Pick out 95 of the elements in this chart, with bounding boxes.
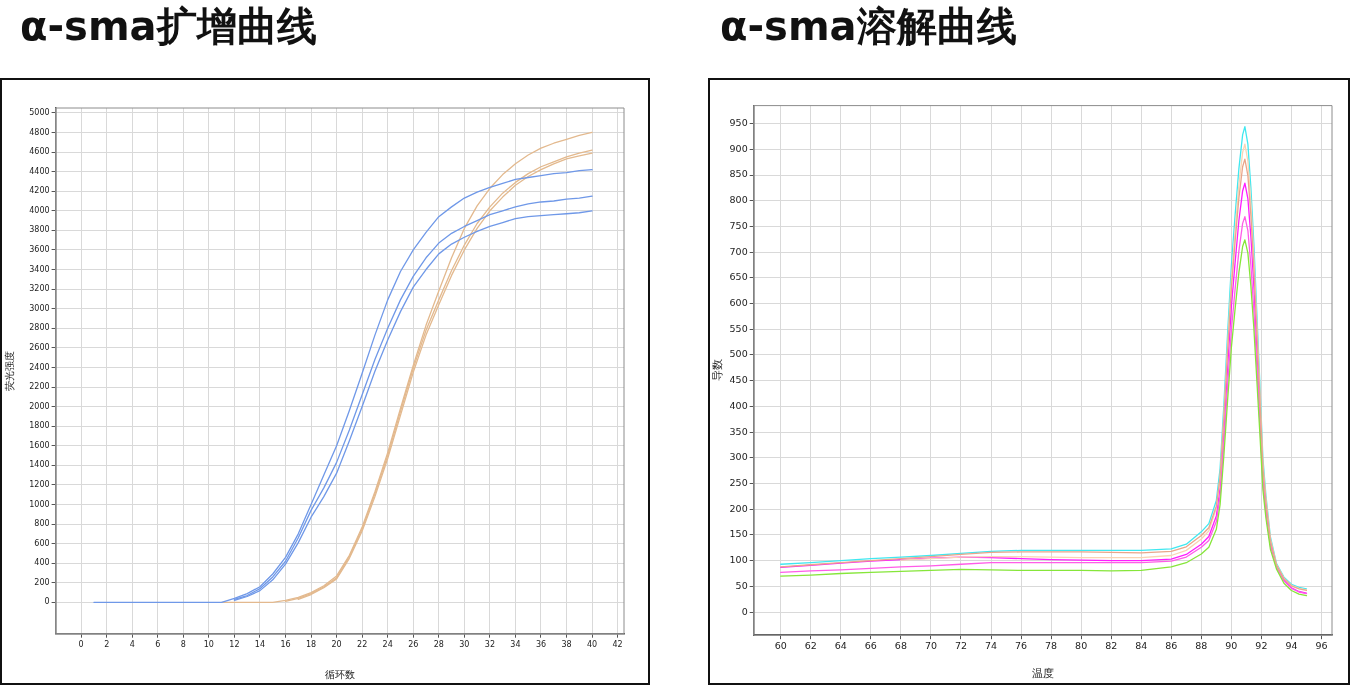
y-tick-label: 200 (34, 577, 50, 587)
chart-title: α-sma扩增曲线 (20, 2, 317, 50)
x-tick-label: 82 (1105, 640, 1118, 652)
x-tick-label: 12 (229, 639, 240, 649)
x-tick-label: 14 (254, 639, 266, 649)
x-tick-label: 62 (804, 640, 817, 652)
x-tick-label: 38 (561, 639, 572, 649)
x-tick-label: 86 (1165, 640, 1178, 652)
y-tick-label: 3200 (29, 284, 50, 294)
panel-frame: 循环数 荧光强度 0 2 4 6 8 10 12 14 16 18 20 22 24 26 28 30 32 34 36 38 40 42 0 200 400 600 800 1000 1200 1400 1600 1800 2000 2200 2400 2600 2800 3000 3200 3400 3600 3800 4000 4200 4400 4600 4800 5000 (0, 78, 650, 685)
y-tick-label: 400 (729, 399, 748, 411)
x-tick-label: 16 (280, 639, 291, 649)
y-tick-label: 3800 (29, 225, 50, 235)
y-tick-label: 2800 (29, 323, 50, 333)
y-tick-label: 450 (729, 374, 748, 386)
x-tick-label: 88 (1195, 640, 1208, 652)
x-tick-label: 68 (894, 640, 907, 652)
y-axis-title: 荧光强度 (3, 350, 15, 391)
y-tick-label: 2600 (29, 342, 50, 352)
x-tick-label: 76 (1015, 640, 1028, 652)
y-tick-label: 400 (34, 558, 50, 568)
x-tick-label: 66 (864, 640, 877, 652)
x-tick-label: 64 (834, 640, 847, 652)
chart-title: α-sma溶解曲线 (720, 2, 1017, 50)
y-tick-label: 150 (729, 528, 748, 540)
x-tick-label: 8 (180, 639, 186, 649)
x-tick-label: 28 (433, 639, 444, 649)
x-tick-label: 74 (984, 640, 998, 652)
y-tick-label: 2000 (29, 401, 50, 411)
y-tick-label: 4400 (29, 166, 50, 176)
x-axis-title: 温度 (1031, 667, 1054, 680)
y-tick-label: 700 (729, 245, 748, 257)
x-tick-label: 92 (1255, 640, 1268, 652)
y-tick-label: 250 (729, 476, 748, 488)
x-tick-label: 90 (1225, 640, 1238, 652)
y-tick-label: 1600 (29, 440, 50, 450)
x-tick-label: 0 (78, 639, 84, 649)
x-tick-label: 4 (129, 639, 135, 649)
x-tick-label: 36 (535, 639, 547, 649)
x-tick-label: 30 (459, 639, 470, 649)
y-tick-label: 200 (729, 502, 748, 514)
y-tick-label: 1400 (29, 460, 50, 470)
x-tick-label: 72 (954, 640, 968, 652)
x-tick-label: 2 (104, 639, 110, 649)
y-tick-label: 0 (741, 605, 748, 617)
y-tick-label: 4200 (29, 186, 50, 196)
x-axis-title: 循环数 (324, 668, 355, 680)
x-tick-label: 10 (203, 639, 214, 649)
y-tick-label: 5000 (29, 107, 50, 117)
y-tick-label: 600 (729, 297, 748, 309)
y-tick-label: 50 (735, 579, 748, 591)
x-tick-label: 84 (1135, 640, 1148, 652)
y-tick-label: 800 (34, 519, 50, 529)
x-tick-label: 70 (924, 640, 937, 652)
y-tick-label: 2400 (29, 362, 50, 372)
y-tick-label: 2200 (29, 382, 50, 392)
x-tick-label: 18 (305, 639, 317, 649)
y-tick-label: 1800 (29, 421, 50, 431)
y-tick-label: 1000 (29, 499, 50, 509)
y-tick-label: 850 (729, 168, 748, 180)
y-tick-label: 800 (729, 194, 748, 206)
x-tick-label: 20 (331, 639, 342, 649)
x-tick-label: 42 (612, 639, 623, 649)
y-tick-label: 600 (34, 538, 50, 548)
x-tick-label: 32 (484, 639, 495, 649)
y-tick-label: 1200 (29, 479, 50, 489)
x-tick-label: 22 (357, 639, 368, 649)
y-tick-label: 300 (729, 451, 748, 463)
y-tick-label: 0 (44, 597, 50, 607)
x-tick-label: 26 (408, 639, 419, 649)
x-tick-label: 60 (774, 640, 787, 652)
y-tick-label: 4600 (29, 147, 50, 157)
y-tick-label: 950 (729, 117, 748, 129)
y-tick-label: 350 (729, 425, 748, 437)
x-tick-label: 34 (510, 639, 521, 649)
y-axis-title: 导数 (711, 359, 724, 382)
y-tick-label: 3000 (29, 303, 50, 313)
x-tick-label: 40 (586, 639, 598, 649)
y-tick-label: 750 (729, 219, 748, 231)
x-tick-label: 96 (1315, 640, 1328, 652)
x-tick-label: 94 (1285, 640, 1298, 652)
y-tick-label: 650 (729, 271, 748, 283)
y-tick-label: 4800 (29, 127, 50, 137)
y-tick-label: 4000 (29, 205, 50, 215)
y-tick-label: 3400 (29, 264, 50, 274)
x-tick-label: 78 (1045, 640, 1058, 652)
y-tick-label: 3600 (29, 245, 50, 255)
panel-frame: 温度 导数 60 62 64 66 68 70 72 74 76 78 80 82 84 86 88 90 92 94 96 0 50 100 150 200 250 300 350 400 450 500 550 600 650 700 750 800 850 900 950 (708, 78, 1350, 685)
x-tick-label: 6 (155, 639, 161, 649)
y-tick-label: 100 (729, 554, 748, 566)
y-tick-label: 900 (729, 142, 748, 154)
y-tick-label: 500 (729, 348, 748, 360)
y-tick-label: 550 (729, 322, 748, 334)
x-tick-label: 80 (1075, 640, 1088, 652)
x-tick-label: 24 (382, 639, 393, 649)
